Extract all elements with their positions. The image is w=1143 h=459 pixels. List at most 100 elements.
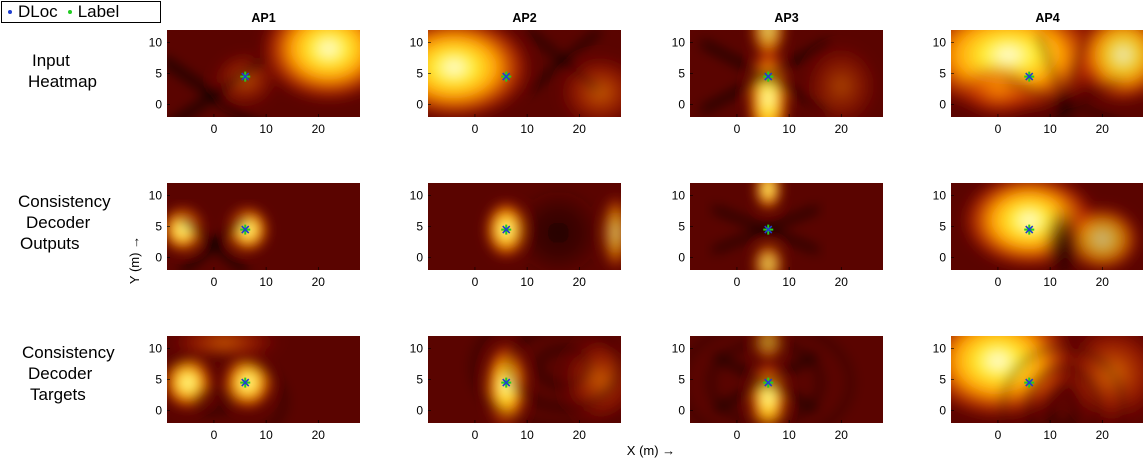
heatmap-panel: 0 5 10 0 10 20 — [672, 336, 883, 442]
x-tick-label: 0 — [211, 275, 218, 289]
null-line — [180, 216, 248, 270]
location-markers — [1024, 71, 1035, 82]
label-marker-icon — [67, 10, 72, 14]
dloc-marker — [1025, 378, 1034, 387]
y-tick-label: 0 — [678, 98, 685, 112]
interference-ring — [1000, 344, 1126, 423]
heatmap-panel: 0 5 10 0 10 20 — [149, 183, 360, 289]
y-tick-label: 10 — [410, 35, 424, 49]
heatmap-field — [167, 336, 287, 423]
heat-blob — [601, 192, 621, 270]
dloc-marker — [502, 378, 511, 387]
dloc-marker — [764, 378, 773, 387]
y-tick-label: 5 — [678, 220, 685, 234]
x-tick-label: 10 — [1043, 275, 1057, 289]
column-title: AP3 — [774, 11, 798, 25]
heatmap-background — [690, 183, 883, 270]
column-title: AP1 — [251, 11, 275, 25]
location-markers — [240, 71, 251, 82]
y-tick-label: 10 — [672, 188, 686, 202]
x-tick-label: 0 — [734, 122, 741, 136]
x-tick-label: 20 — [1096, 428, 1110, 442]
location-markers — [240, 377, 251, 388]
heat-blob — [258, 30, 360, 104]
dloc-marker — [502, 225, 511, 234]
y-tick-label: 0 — [416, 98, 423, 112]
y-tick-label: 5 — [155, 373, 162, 387]
column-title: AP2 — [512, 11, 536, 25]
heatmap-panel: 0 5 10 0 10 20 — [672, 183, 883, 289]
x-tick-label: 20 — [1096, 122, 1110, 136]
x-tick-label: 20 — [312, 122, 326, 136]
x-tick-label: 10 — [520, 122, 534, 136]
interference-ring — [505, 336, 621, 411]
x-tick-label: 0 — [211, 122, 218, 136]
heatmap-panel: 0 5 10 0 10 20 AP2 — [410, 11, 621, 136]
heatmap-panel: 0 5 10 0 10 20 AP3 — [672, 11, 883, 136]
heatmap-image — [167, 30, 360, 117]
x-tick-label: 10 — [782, 275, 796, 289]
interference-ring — [193, 388, 235, 414]
heat-blob — [752, 241, 785, 270]
x-tick-label: 20 — [573, 275, 587, 289]
x-tick-label: 10 — [782, 122, 796, 136]
y-tick-label: 5 — [939, 67, 946, 81]
x-tick-label: 0 — [995, 122, 1002, 136]
interference-ring — [1045, 384, 1081, 423]
x-tick-label: 0 — [472, 122, 479, 136]
heat-blob — [167, 336, 285, 361]
x-tick-label: 10 — [259, 428, 273, 442]
x-tick-label: 0 — [211, 428, 218, 442]
y-tick-label: 5 — [155, 67, 162, 81]
dloc-marker — [241, 378, 250, 387]
y-tick-label: 10 — [672, 341, 686, 355]
y-tick-label: 5 — [416, 220, 423, 234]
y-tick-label: 0 — [416, 404, 423, 418]
heat-blob — [560, 336, 621, 423]
location-markers — [763, 71, 774, 82]
row-label-decoder-targets: Consistency Decoder Targets — [22, 342, 115, 405]
row-label-input-heatmap: Input Heatmap — [28, 50, 97, 92]
heatmap-field — [951, 30, 1143, 117]
y-tick-label: 10 — [933, 341, 947, 355]
x-tick-label: 20 — [835, 275, 849, 289]
row-label-line: Heatmap — [28, 72, 97, 91]
x-tick-label: 0 — [472, 428, 479, 442]
x-tick-label: 20 — [573, 428, 587, 442]
y-tick-label: 0 — [939, 404, 946, 418]
y-tick-label: 10 — [672, 35, 686, 49]
y-tick-label: 5 — [416, 373, 423, 387]
x-tick-label: 20 — [1096, 275, 1110, 289]
legend-item-label: Label — [67, 2, 119, 22]
x-axis-label: X (m) → — [627, 443, 675, 458]
x-tick-label: 0 — [995, 428, 1002, 442]
location-markers — [501, 71, 512, 82]
y-tick-label: 10 — [149, 341, 163, 355]
y-tick-label: 5 — [155, 220, 162, 234]
y-tick-label: 10 — [410, 188, 424, 202]
null-line — [176, 57, 267, 117]
y-tick-label: 10 — [933, 188, 947, 202]
heat-blob — [1043, 205, 1084, 270]
location-markers — [763, 224, 774, 235]
row-label-line: Decoder — [28, 364, 93, 383]
heat-blob — [428, 30, 535, 117]
x-tick-label: 0 — [734, 428, 741, 442]
legend-label-dloc: DLoc — [18, 2, 58, 21]
row-label-line: Consistency — [22, 343, 115, 362]
row-label-line: Decoder — [26, 213, 91, 232]
heatmap-image — [690, 183, 883, 270]
y-tick-label: 5 — [939, 373, 946, 387]
x-tick-label: 10 — [1043, 122, 1057, 136]
dloc-marker — [1025, 225, 1034, 234]
x-tick-label: 10 — [259, 122, 273, 136]
heat-blob — [957, 62, 1038, 117]
y-axis-label: Y (m) → — [127, 236, 142, 284]
heatmap-field — [951, 336, 1143, 423]
interference-ring — [708, 340, 824, 423]
x-tick-label: 20 — [835, 428, 849, 442]
heat-blob — [750, 30, 787, 60]
x-tick-label: 10 — [520, 275, 534, 289]
heat-blob — [167, 354, 214, 411]
